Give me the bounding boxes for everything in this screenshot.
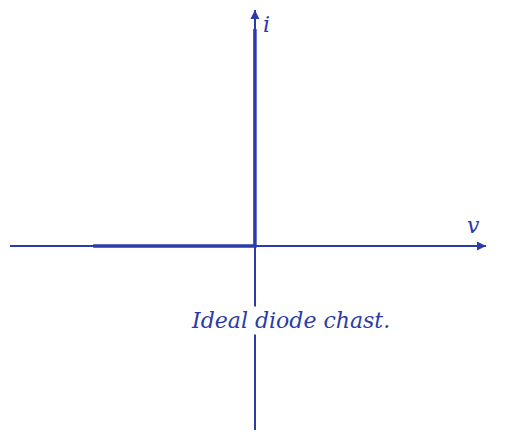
svg-text:Ideal diode chast.: Ideal diode chast. [191, 308, 390, 333]
svg-text:v: v [467, 213, 480, 238]
svg-text:i: i [263, 12, 270, 37]
